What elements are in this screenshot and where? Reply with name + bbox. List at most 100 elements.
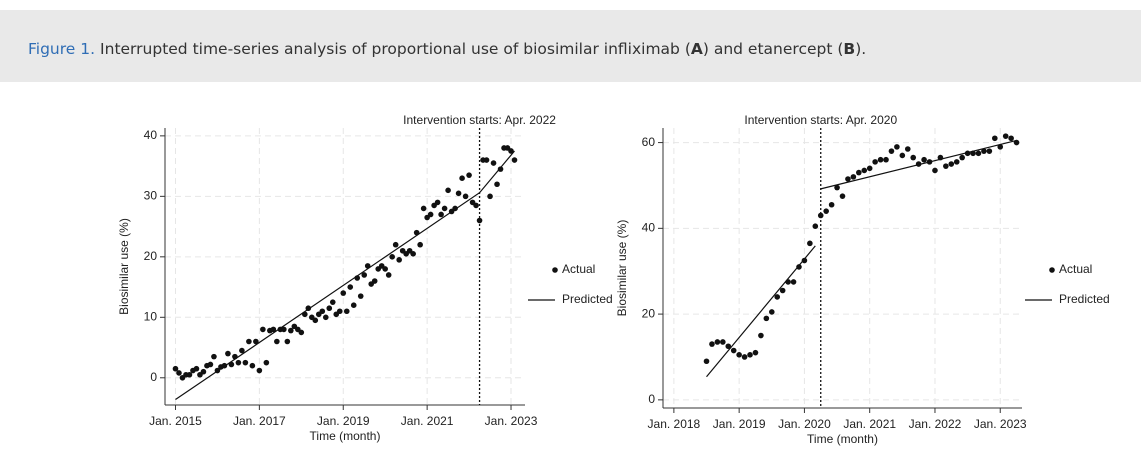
data-point bbox=[953, 159, 960, 165]
data-point bbox=[434, 199, 441, 206]
data-point bbox=[420, 205, 427, 212]
data-point bbox=[948, 161, 955, 167]
x-tick-label: Jan. 2021 bbox=[843, 417, 896, 431]
data-point bbox=[790, 279, 797, 285]
data-point bbox=[508, 148, 514, 154]
data-point bbox=[312, 317, 319, 324]
intervention-label: Intervention starts: Apr. 2020 bbox=[744, 113, 897, 127]
data-point bbox=[441, 205, 448, 212]
data-point bbox=[410, 250, 416, 257]
data-point bbox=[709, 341, 715, 347]
data-point bbox=[959, 154, 965, 161]
caption-text: ) and etanercept ( bbox=[702, 40, 844, 58]
data-point bbox=[834, 184, 840, 191]
data-point bbox=[455, 190, 462, 197]
panel: 0 20 40 60 Jan. 2018 Jan. 2019 Jan. 2020 Jan. 2… bbox=[615, 113, 1110, 446]
data-point bbox=[319, 308, 326, 315]
y-tick-label: 30 bbox=[144, 189, 158, 203]
caption: Figure 1. Interrupted time-series analysi… bbox=[0, 10, 1141, 82]
data-point bbox=[975, 150, 982, 157]
legend-marker bbox=[552, 267, 558, 273]
data-point bbox=[389, 254, 395, 260]
y-tick-label: 40 bbox=[144, 128, 158, 142]
legend-marker bbox=[1049, 267, 1055, 273]
data-point bbox=[270, 326, 277, 333]
data-point bbox=[193, 365, 200, 372]
data-point bbox=[986, 148, 993, 154]
data-point bbox=[741, 354, 748, 360]
y-axis-label: Biosimilar use (%) bbox=[615, 220, 629, 317]
data-point bbox=[823, 208, 829, 214]
data-point bbox=[326, 305, 333, 312]
y-axis-label: Biosimilar use (%) bbox=[117, 218, 131, 315]
data-point bbox=[487, 193, 493, 200]
data-point bbox=[260, 326, 266, 333]
data-point bbox=[494, 181, 500, 188]
data-point bbox=[427, 211, 434, 218]
data-point bbox=[235, 359, 242, 366]
legend-label: Predicted bbox=[1059, 292, 1110, 306]
data-point bbox=[997, 144, 1004, 150]
x-axis-label: Time (month) bbox=[807, 432, 878, 446]
data-point bbox=[774, 294, 781, 300]
data-point bbox=[473, 202, 479, 209]
data-point bbox=[796, 264, 802, 270]
data-point bbox=[845, 176, 851, 182]
data-point bbox=[1002, 133, 1009, 139]
data-point bbox=[910, 154, 917, 161]
data-point bbox=[361, 272, 368, 278]
y-tick-label: 20 bbox=[642, 306, 656, 320]
data-point bbox=[497, 166, 504, 172]
data-point bbox=[322, 314, 329, 321]
data-point bbox=[396, 257, 402, 263]
data-point bbox=[904, 146, 911, 152]
x-tick-label: Jan. 2021 bbox=[401, 414, 454, 428]
x-tick-label: Jan. 2022 bbox=[909, 417, 962, 431]
data-point bbox=[225, 350, 231, 357]
data-point bbox=[839, 193, 846, 199]
data-point bbox=[242, 359, 249, 366]
legend-label: Actual bbox=[562, 262, 595, 276]
data-point bbox=[382, 266, 388, 272]
data-point bbox=[392, 241, 399, 248]
legend-label: Actual bbox=[1059, 262, 1092, 276]
panel-letter: B bbox=[843, 40, 856, 58]
data-point bbox=[981, 148, 987, 154]
data-point bbox=[249, 362, 256, 369]
panel-letter: A bbox=[690, 40, 703, 58]
data-point bbox=[253, 338, 259, 345]
fit-line bbox=[706, 139, 1017, 378]
data-point bbox=[176, 370, 182, 376]
data-point bbox=[459, 175, 465, 181]
data-point bbox=[747, 352, 753, 358]
data-point bbox=[703, 358, 710, 365]
data-point bbox=[807, 240, 813, 247]
data-point bbox=[866, 165, 873, 172]
y-tick-label: 10 bbox=[144, 309, 158, 323]
data-point bbox=[343, 308, 350, 315]
figure-label: Figure 1. bbox=[28, 40, 96, 58]
data-point bbox=[336, 308, 343, 315]
data-point bbox=[768, 309, 775, 315]
x-tick-label: Jan. 2020 bbox=[778, 417, 831, 431]
data-point bbox=[725, 343, 732, 350]
data-point bbox=[758, 332, 764, 339]
data-point bbox=[445, 187, 451, 194]
fit-line bbox=[175, 150, 515, 401]
x-tick-label: Jan. 2018 bbox=[648, 417, 701, 431]
data-point bbox=[385, 272, 392, 278]
data-point bbox=[801, 257, 808, 264]
x-tick-label: Jan. 2019 bbox=[713, 417, 766, 431]
data-point bbox=[883, 156, 889, 163]
data-point bbox=[466, 172, 472, 178]
data-point bbox=[347, 284, 354, 290]
data-point bbox=[932, 167, 938, 174]
data-point bbox=[172, 365, 179, 372]
data-point bbox=[246, 338, 252, 345]
data-point bbox=[992, 135, 998, 142]
data-point bbox=[752, 349, 759, 356]
legend-label: Predicted bbox=[562, 292, 613, 306]
data-point bbox=[888, 148, 895, 154]
